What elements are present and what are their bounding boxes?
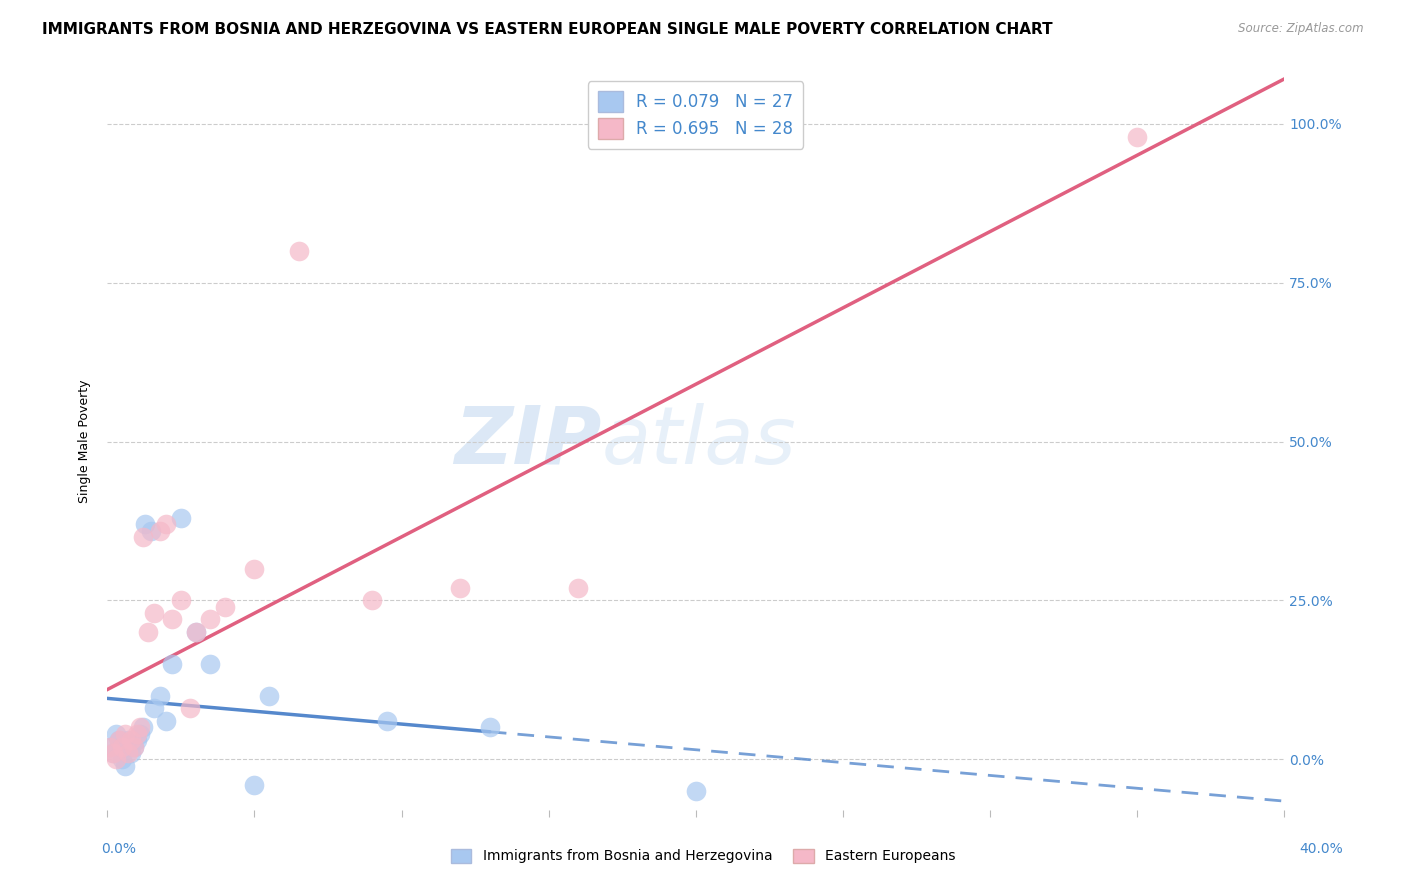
- Point: [128, 721, 150, 735]
- Text: ZIP: ZIP: [454, 402, 602, 481]
- Point: [105, 752, 128, 766]
- Point: [111, 752, 134, 766]
- Point: [155, 517, 177, 532]
- Point: [1126, 129, 1149, 144]
- Text: 40.0%: 40.0%: [1299, 842, 1343, 856]
- Point: [108, 733, 131, 747]
- Point: [243, 561, 266, 575]
- Point: [114, 758, 136, 772]
- Y-axis label: Single Male Poverty: Single Male Poverty: [79, 380, 91, 503]
- Point: [149, 689, 172, 703]
- Point: [257, 689, 280, 703]
- Point: [122, 739, 145, 754]
- Point: [287, 244, 309, 258]
- Point: [170, 510, 193, 524]
- Legend: R = 0.079   N = 27, R = 0.695   N = 28: R = 0.079 N = 27, R = 0.695 N = 28: [588, 81, 803, 149]
- Point: [120, 746, 142, 760]
- Point: [122, 739, 145, 754]
- Point: [155, 714, 177, 728]
- Point: [131, 721, 153, 735]
- Point: [200, 657, 222, 671]
- Point: [114, 739, 136, 754]
- Point: [449, 581, 471, 595]
- Point: [111, 739, 134, 754]
- Point: [117, 746, 139, 760]
- Text: atlas: atlas: [602, 402, 796, 481]
- Point: [179, 701, 201, 715]
- Point: [567, 581, 589, 595]
- Point: [243, 778, 266, 792]
- Point: [108, 733, 131, 747]
- Point: [131, 530, 153, 544]
- Point: [170, 593, 193, 607]
- Point: [184, 625, 207, 640]
- Point: [98, 739, 121, 754]
- Point: [101, 746, 124, 760]
- Point: [101, 746, 124, 760]
- Text: 0.0%: 0.0%: [101, 842, 136, 856]
- Point: [120, 733, 142, 747]
- Point: [149, 524, 172, 538]
- Point: [117, 733, 139, 747]
- Point: [143, 606, 166, 620]
- Point: [98, 739, 121, 754]
- Point: [125, 733, 148, 747]
- Legend: Immigrants from Bosnia and Herzegovina, Eastern Europeans: Immigrants from Bosnia and Herzegovina, …: [446, 843, 960, 869]
- Text: Source: ZipAtlas.com: Source: ZipAtlas.com: [1239, 22, 1364, 36]
- Point: [138, 625, 160, 640]
- Point: [114, 727, 136, 741]
- Point: [105, 727, 128, 741]
- Point: [128, 727, 150, 741]
- Point: [478, 721, 501, 735]
- Point: [200, 612, 222, 626]
- Point: [125, 727, 148, 741]
- Point: [184, 625, 207, 640]
- Point: [685, 784, 707, 798]
- Point: [143, 701, 166, 715]
- Point: [375, 714, 398, 728]
- Point: [361, 593, 384, 607]
- Point: [160, 657, 183, 671]
- Text: IMMIGRANTS FROM BOSNIA AND HERZEGOVINA VS EASTERN EUROPEAN SINGLE MALE POVERTY C: IMMIGRANTS FROM BOSNIA AND HERZEGOVINA V…: [42, 22, 1053, 37]
- Point: [134, 517, 156, 532]
- Point: [214, 599, 236, 614]
- Point: [160, 612, 183, 626]
- Point: [141, 524, 163, 538]
